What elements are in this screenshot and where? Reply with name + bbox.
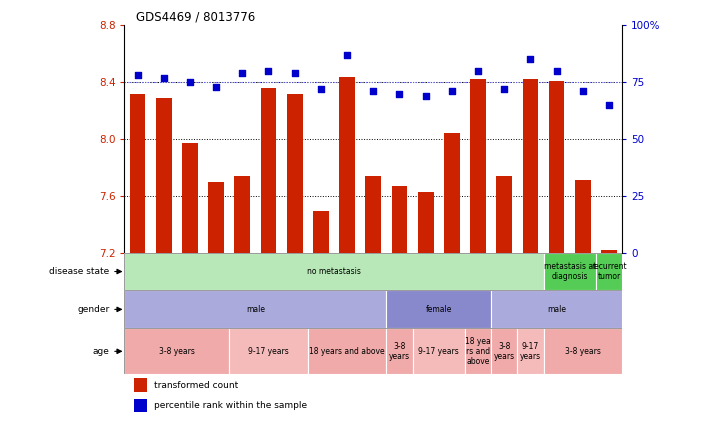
Bar — [465, 328, 491, 374]
Point — [472, 67, 483, 74]
Bar — [491, 328, 518, 374]
Bar — [287, 93, 303, 253]
Bar — [129, 93, 145, 253]
Bar — [134, 398, 146, 412]
Point — [210, 83, 222, 90]
Bar — [124, 291, 386, 328]
Bar — [308, 328, 386, 374]
Point — [289, 70, 300, 77]
Point — [237, 70, 248, 77]
Bar — [575, 180, 591, 253]
Bar — [386, 291, 491, 328]
Text: 3-8
years: 3-8 years — [389, 342, 410, 361]
Text: age: age — [92, 347, 109, 356]
Text: recurrent
tumor: recurrent tumor — [592, 262, 627, 281]
Point — [132, 72, 143, 79]
Text: metastasis at
diagnosis: metastasis at diagnosis — [544, 262, 596, 281]
Text: 3-8
years: 3-8 years — [493, 342, 515, 361]
Bar — [365, 176, 381, 253]
Point — [368, 88, 379, 95]
Bar — [261, 88, 277, 253]
Point — [341, 52, 353, 58]
Bar — [182, 143, 198, 253]
Bar — [229, 328, 308, 374]
Point — [525, 56, 536, 63]
Bar — [339, 77, 355, 253]
Bar — [543, 328, 622, 374]
Text: gender: gender — [77, 305, 109, 314]
Point — [315, 85, 326, 92]
Bar — [392, 186, 407, 253]
Bar — [124, 328, 229, 374]
Bar — [491, 291, 622, 328]
Text: 9-17
years: 9-17 years — [520, 342, 541, 361]
Text: 18 yea
rs and
above: 18 yea rs and above — [465, 337, 491, 365]
Bar — [412, 328, 465, 374]
Bar — [313, 212, 328, 253]
Bar — [496, 176, 512, 253]
Bar — [124, 253, 543, 291]
Bar — [470, 80, 486, 253]
Bar — [156, 98, 171, 253]
Point — [551, 67, 562, 74]
Text: 3-8 years: 3-8 years — [159, 347, 195, 356]
Text: GDS4469 / 8013776: GDS4469 / 8013776 — [136, 10, 255, 23]
Bar — [518, 328, 543, 374]
Point — [394, 90, 405, 97]
Bar — [444, 133, 460, 253]
Text: female: female — [426, 305, 452, 314]
Text: no metastasis: no metastasis — [307, 267, 361, 276]
Text: 3-8 years: 3-8 years — [565, 347, 601, 356]
Text: 9-17 years: 9-17 years — [418, 347, 459, 356]
Point — [158, 74, 169, 81]
Bar — [543, 253, 596, 291]
Point — [184, 79, 196, 85]
Text: percentile rank within the sample: percentile rank within the sample — [154, 401, 307, 410]
Text: 9-17 years: 9-17 years — [248, 347, 289, 356]
Point — [263, 67, 274, 74]
Bar — [235, 176, 250, 253]
Text: disease state: disease state — [49, 267, 109, 276]
Text: male: male — [547, 305, 566, 314]
Bar — [386, 328, 412, 374]
Point — [498, 85, 510, 92]
Point — [604, 102, 615, 108]
Text: transformed count: transformed count — [154, 381, 238, 390]
Bar — [523, 80, 538, 253]
Bar — [208, 181, 224, 253]
Point — [447, 88, 458, 95]
Bar — [596, 253, 622, 291]
Text: male: male — [246, 305, 265, 314]
Bar — [134, 378, 146, 392]
Text: 18 years and above: 18 years and above — [309, 347, 385, 356]
Bar — [602, 250, 617, 253]
Point — [577, 88, 589, 95]
Bar — [549, 81, 565, 253]
Bar — [418, 192, 434, 253]
Point — [420, 93, 432, 99]
